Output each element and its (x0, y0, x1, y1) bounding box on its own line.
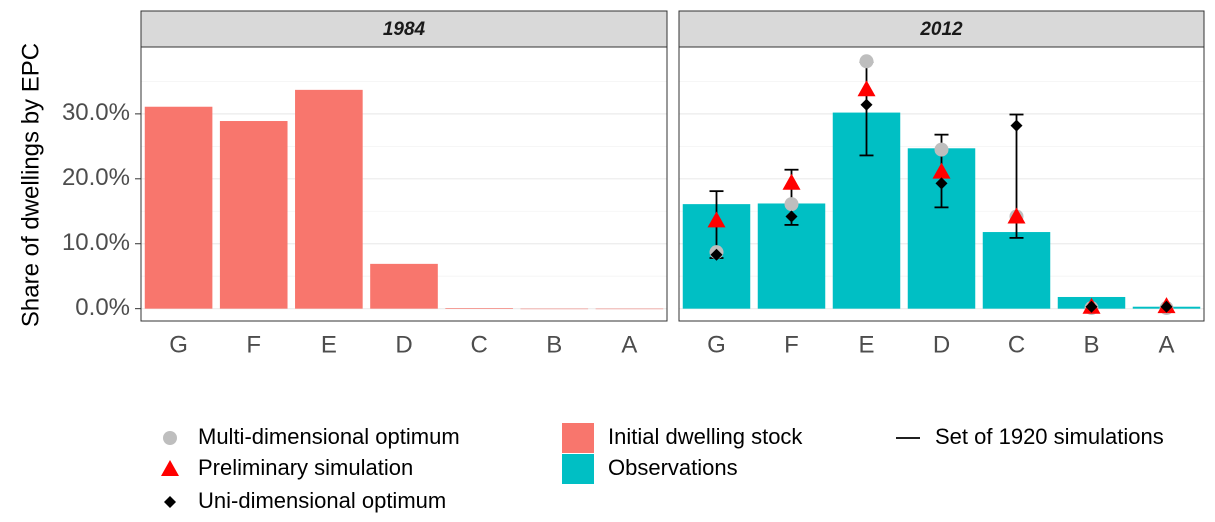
bar (982, 232, 1051, 309)
y-axis-title: Share of dwellings by EPC (17, 43, 44, 327)
point-triangle (782, 173, 801, 190)
legend-key (163, 431, 177, 445)
x-tick-label: F (246, 331, 261, 358)
legend-label: Set of 1920 simulations (935, 424, 1164, 449)
x-tick-label: C (1008, 331, 1025, 358)
panel-border (140, 46, 668, 322)
x-tick-label: D (395, 331, 412, 358)
point-diamond (860, 98, 873, 111)
legend-label: Preliminary simulation (198, 455, 413, 480)
x-tick-label: E (321, 331, 337, 358)
y-tick-label: 30.0% (62, 99, 130, 126)
point-triangle (857, 80, 876, 97)
legend-label: Multi-dimensional optimum (198, 424, 460, 449)
legend-label: Uni-dimensional optimum (198, 488, 446, 513)
point-diamond (1160, 300, 1173, 313)
x-tick-label: C (470, 331, 487, 358)
legend-key (562, 454, 594, 484)
y-tick-label: 10.0% (62, 229, 130, 256)
panel-title: 2012 (919, 19, 963, 40)
legend-label: Observations (608, 455, 738, 480)
x-tick-label: B (1083, 331, 1099, 358)
point-triangle (1007, 207, 1026, 224)
y-tick-label: 20.0% (62, 164, 130, 191)
x-tick-label: A (1158, 331, 1174, 358)
bar (520, 308, 589, 310)
point-diamond (710, 248, 723, 261)
x-tick-label: G (169, 331, 188, 358)
bar (445, 308, 513, 309)
point-circle (859, 54, 874, 69)
legend-label: Initial dwelling stock (608, 424, 803, 449)
bar (144, 106, 213, 309)
x-tick-label: F (784, 331, 799, 358)
legend-key (562, 423, 594, 453)
legend-key (161, 460, 179, 476)
x-tick-label: E (858, 331, 874, 358)
point-circle (934, 142, 949, 157)
x-tick-label: A (621, 331, 637, 358)
point-triangle (932, 162, 951, 179)
strip (140, 10, 668, 48)
point-diamond (1085, 300, 1098, 313)
x-tick-label: B (546, 331, 562, 358)
x-tick-label: D (933, 331, 950, 358)
bar (370, 263, 438, 309)
point-diamond (1010, 119, 1023, 132)
x-tick-label: G (707, 331, 726, 358)
bar (219, 121, 288, 309)
bar (295, 89, 363, 309)
point-diamond (935, 177, 948, 190)
point-triangle (707, 211, 726, 228)
y-tick-label: 0.0% (75, 294, 130, 321)
point-circle (784, 197, 799, 212)
panel-border (678, 46, 1205, 322)
legend-key (164, 496, 176, 508)
bar (595, 308, 664, 310)
panel-title: 1984 (383, 19, 426, 40)
point-diamond (785, 210, 798, 223)
